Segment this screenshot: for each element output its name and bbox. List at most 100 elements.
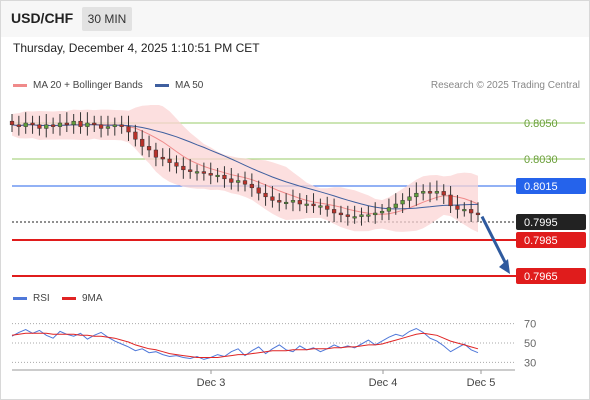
candle-body [338, 212, 344, 216]
candle-body [414, 192, 419, 198]
candle-body [270, 196, 275, 201]
candle-body [105, 126, 111, 129]
candle-body [37, 124, 42, 129]
candle-body [160, 156, 165, 160]
level-tag-0.7985 [516, 232, 586, 248]
rsi-line [11, 327, 479, 360]
candle-body [57, 122, 63, 127]
candle-body [126, 126, 131, 133]
timeframe-button[interactable]: 30 MIN [82, 7, 132, 31]
candle-body [215, 174, 220, 177]
candle-body [242, 180, 248, 185]
legend-ma20: MA 20 + Bollinger Bands [13, 80, 143, 91]
candle-body [9, 120, 15, 126]
candle-body [325, 205, 330, 210]
ma50-line [11, 124, 479, 210]
candle-body [167, 158, 172, 163]
candle-body [44, 124, 49, 129]
candle-body [277, 200, 282, 203]
legend-ma50-label: MA 50 [175, 80, 204, 91]
legend-9ma-label: 9MA [82, 293, 103, 304]
candle-body [23, 122, 28, 127]
candle-body [153, 149, 159, 158]
candle-body [236, 180, 241, 183]
candle-body [229, 178, 234, 183]
ma20-swatch [13, 83, 27, 87]
candle-body [188, 169, 193, 172]
candle-body [297, 200, 302, 205]
candle-body [85, 122, 90, 127]
level-label-0.8030: 0.8030 [524, 154, 558, 166]
symbol-title: USD/CHF [11, 10, 74, 26]
candle-body [427, 191, 433, 194]
rsi-labels: 70 50 30 [524, 319, 536, 370]
candle-body [462, 209, 467, 212]
candle-body [455, 205, 460, 210]
level-tag-0.8015 [516, 178, 586, 194]
candle-body [475, 212, 481, 216]
candles [9, 112, 481, 226]
candle-body [359, 214, 364, 217]
candle-body [133, 131, 138, 140]
time-tick-label: Dec 5 [467, 377, 496, 389]
rsi-ma-line [11, 332, 479, 358]
legend-rsi-label: RSI [33, 293, 50, 304]
ma50-swatch [155, 83, 169, 87]
candle-body [256, 187, 261, 194]
candle-body [448, 194, 453, 207]
candle-body [174, 162, 179, 167]
candle-body [71, 120, 76, 126]
rsi-panel[interactable]: 70 50 30 Dec 3 Dec 4 Dec 5 [0, 308, 590, 400]
legend-9ma: 9MA [62, 293, 103, 304]
candle-body [352, 216, 357, 219]
candle-body [366, 214, 371, 217]
candle-body [331, 209, 337, 214]
candle-body [92, 122, 97, 126]
price-chart[interactable]: 0.8050 0.8030 0.8015 0.7995 0.7985 0.7965 [0, 105, 590, 395]
level-label-0.7965: 0.7965 [524, 271, 558, 283]
candle-body [16, 124, 21, 127]
ma9-swatch [62, 296, 76, 300]
level-label-0.8015: 0.8015 [524, 181, 558, 193]
rsi-tick-70: 70 [524, 319, 536, 331]
legend-rsi: RSI [13, 293, 50, 304]
level-label-0.7985: 0.7985 [524, 235, 558, 247]
candle-body [98, 124, 104, 129]
level-label-0.7995: 0.7995 [524, 217, 558, 229]
time-tick-label: Dec 4 [369, 377, 398, 389]
candle-body [30, 122, 35, 126]
level-labels: 0.8050 0.8030 0.8015 0.7995 0.7985 0.7965 [516, 118, 586, 284]
candle-body [421, 191, 426, 194]
rsi-tick-30: 30 [524, 357, 536, 369]
candle-body [140, 138, 145, 147]
forecast-arrow-head [499, 259, 510, 274]
forecast-arrow [480, 215, 510, 274]
candle-body [400, 200, 405, 205]
candle-body [112, 124, 117, 127]
candle-body [78, 120, 83, 127]
forecast-arrow-shaft [480, 215, 509, 267]
chart-datetime: Thursday, December 4, 2025 1:10:51 PM CE… [13, 41, 260, 55]
candle-body [201, 171, 206, 174]
legend-ma50: MA 50 [155, 80, 203, 91]
candle-body [51, 124, 56, 127]
candle-body [379, 210, 385, 214]
candle-body [373, 212, 378, 216]
chart-header: USD/CHF 30 MIN [0, 0, 590, 37]
candle-body [345, 214, 350, 217]
candle-body [284, 201, 289, 204]
candle-body [407, 196, 412, 201]
candle-body [290, 200, 296, 203]
rsi-tick-50: 50 [524, 338, 536, 350]
candle-body [208, 173, 213, 176]
level-tag-0.7965 [516, 268, 586, 284]
candle-body [318, 205, 323, 208]
candle-body [146, 146, 152, 151]
candle-body [64, 122, 69, 126]
time-axis: Dec 3 Dec 4 Dec 5 [12, 369, 515, 389]
candle-body [311, 203, 316, 207]
candle-body [441, 191, 446, 196]
research-credit: Research © 2025 Trading Central [430, 80, 580, 91]
candle-body [181, 165, 186, 171]
level-label-0.8050: 0.8050 [524, 118, 558, 130]
